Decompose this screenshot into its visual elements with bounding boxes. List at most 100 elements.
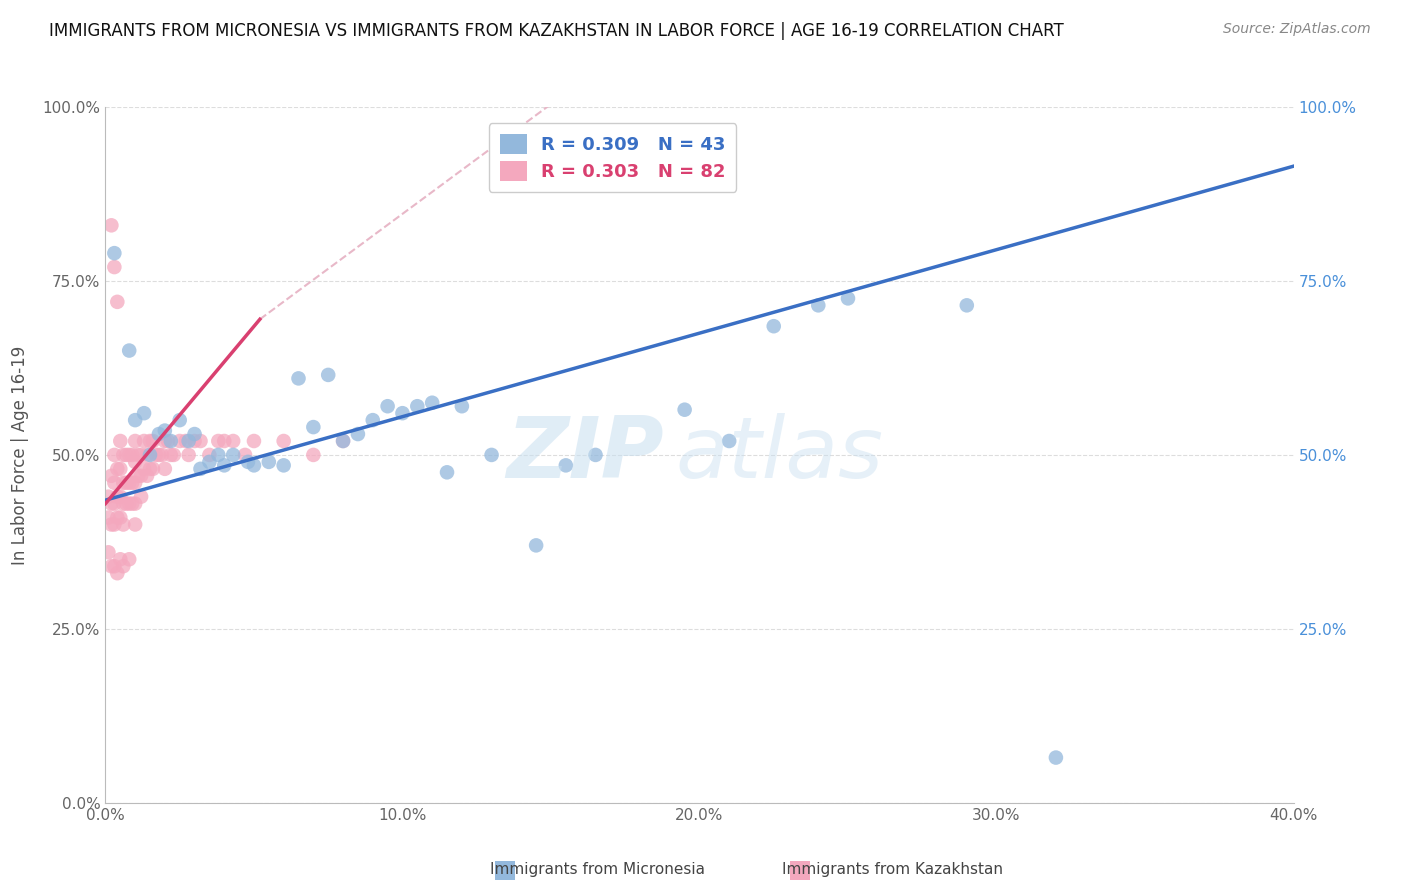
Point <box>112 475 135 490</box>
Point <box>127 468 149 483</box>
Text: Source: ZipAtlas.com: Source: ZipAtlas.com <box>1223 22 1371 37</box>
Point <box>115 475 138 490</box>
Point <box>129 468 152 483</box>
Point <box>112 448 135 462</box>
Point <box>207 448 229 462</box>
Point <box>273 458 295 473</box>
Point <box>103 475 125 490</box>
Point <box>287 371 309 385</box>
Point <box>124 455 146 469</box>
Point <box>177 434 200 448</box>
Point <box>177 448 200 462</box>
Point <box>332 434 354 448</box>
Point <box>139 434 162 448</box>
Point <box>156 434 179 448</box>
Point <box>236 455 259 469</box>
Point <box>190 462 212 476</box>
Point <box>112 517 135 532</box>
Point <box>163 448 186 462</box>
Point <box>100 497 122 511</box>
Point <box>214 458 236 473</box>
Point <box>718 434 741 448</box>
Point <box>302 420 325 434</box>
Point <box>145 448 167 462</box>
Point <box>103 559 125 574</box>
Point <box>377 399 399 413</box>
Point <box>273 434 295 448</box>
Point <box>124 517 146 532</box>
Point <box>762 319 785 334</box>
Point <box>233 448 256 462</box>
Point <box>127 448 149 462</box>
Point <box>153 424 176 438</box>
Y-axis label: In Labor Force | Age 16-19: In Labor Force | Age 16-19 <box>11 345 28 565</box>
Point <box>956 298 979 312</box>
Point <box>585 448 607 462</box>
Point <box>105 490 128 504</box>
Point <box>100 517 122 532</box>
Point <box>198 448 221 462</box>
Point <box>103 260 125 274</box>
Point <box>190 434 212 448</box>
Point <box>115 448 138 462</box>
Point <box>105 510 128 524</box>
Point <box>110 552 132 566</box>
Legend: R = 0.309   N = 43, R = 0.303   N = 82: R = 0.309 N = 43, R = 0.303 N = 82 <box>489 123 737 192</box>
Point <box>347 427 370 442</box>
Point <box>222 434 245 448</box>
Point <box>554 458 576 473</box>
Point <box>136 468 159 483</box>
Point <box>139 462 162 476</box>
Point <box>121 448 143 462</box>
Point <box>198 455 221 469</box>
Point <box>132 462 155 476</box>
Point <box>103 246 125 260</box>
Text: IMMIGRANTS FROM MICRONESIA VS IMMIGRANTS FROM KAZAKHSTAN IN LABOR FORCE | AGE 16: IMMIGRANTS FROM MICRONESIA VS IMMIGRANTS… <box>49 22 1064 40</box>
Point <box>97 510 120 524</box>
Point <box>391 406 413 420</box>
Point <box>97 545 120 559</box>
Point <box>142 462 165 476</box>
Point <box>103 497 125 511</box>
Text: Immigrants from Kazakhstan: Immigrants from Kazakhstan <box>782 863 1004 877</box>
Point <box>214 434 236 448</box>
Point <box>124 475 146 490</box>
Point <box>406 399 429 413</box>
Point <box>243 434 266 448</box>
Point <box>118 343 141 358</box>
Point <box>148 448 170 462</box>
Point <box>110 490 132 504</box>
Text: atlas: atlas <box>676 413 884 497</box>
Point <box>100 559 122 574</box>
Point <box>524 538 547 552</box>
Point <box>132 434 155 448</box>
Point <box>112 497 135 511</box>
Point <box>118 552 141 566</box>
Point <box>153 462 176 476</box>
Point <box>105 462 128 476</box>
Point <box>159 448 181 462</box>
Point <box>121 475 143 490</box>
Point <box>1045 750 1067 764</box>
Point <box>174 434 197 448</box>
Point <box>110 510 132 524</box>
Point <box>450 399 472 413</box>
Point <box>142 434 165 448</box>
Point <box>837 291 859 305</box>
Point <box>807 298 830 312</box>
Point <box>118 448 141 462</box>
Point <box>97 490 120 504</box>
Point <box>257 455 280 469</box>
Point <box>183 427 205 442</box>
Point <box>129 448 152 462</box>
Point <box>183 434 205 448</box>
Point <box>124 434 146 448</box>
Point <box>136 448 159 462</box>
Point <box>100 219 122 233</box>
Point <box>105 294 128 309</box>
Point <box>420 396 443 410</box>
Point <box>132 406 155 420</box>
Point <box>159 434 181 448</box>
Text: ZIP: ZIP <box>506 413 664 497</box>
Point <box>673 402 696 417</box>
